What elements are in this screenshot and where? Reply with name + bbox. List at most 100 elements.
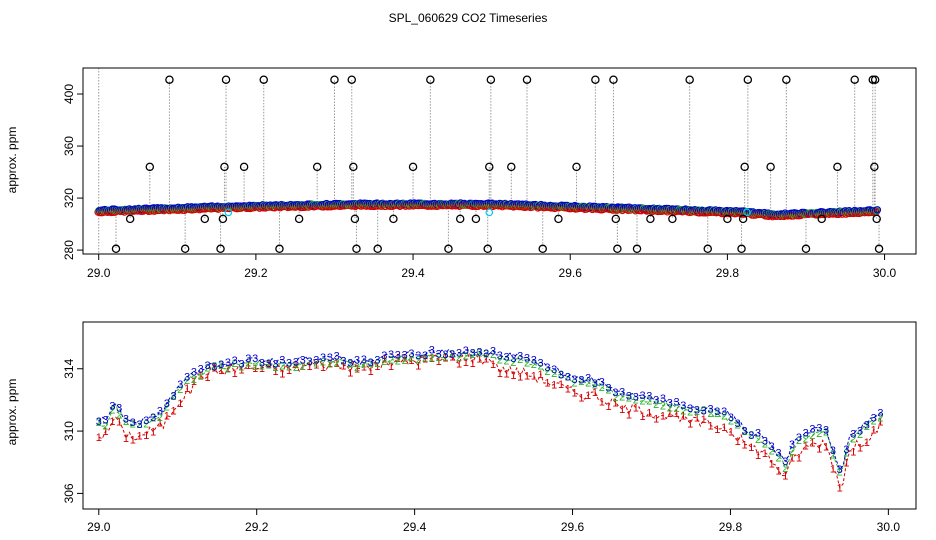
series-2-marker: 2 (741, 426, 747, 438)
series-3-marker: 3 (347, 357, 353, 369)
series-1-marker: 1 (551, 379, 557, 391)
series-1-marker: 1 (490, 359, 496, 371)
series-3-point (488, 199, 496, 208)
series-3-marker: 3 (871, 413, 877, 425)
series-3-marker: 3 (388, 349, 394, 361)
series-3-marker: 3 (402, 350, 408, 362)
outlier-point (349, 162, 358, 172)
series-2-marker: 2 (612, 392, 618, 404)
series-3-marker: 3 (735, 418, 741, 430)
outlier-point (703, 244, 713, 254)
series-1-marker: 1 (755, 450, 761, 462)
series-2-marker: 2 (381, 356, 387, 368)
outlier-point (737, 244, 746, 254)
series-1-marker: 1 (497, 368, 503, 380)
series-1-marker: 1 (381, 354, 387, 366)
series-1-marker: 1 (531, 371, 537, 383)
series-3-marker: 3 (340, 355, 346, 367)
outlier-point (613, 244, 622, 254)
outlier-point (611, 214, 621, 224)
series-2-marker: 2 (150, 413, 156, 425)
series-3-marker: 3 (422, 350, 428, 362)
series-3-marker: 3 (619, 386, 625, 398)
series-3-marker: 3 (170, 390, 176, 402)
series-1-marker: 1 (456, 358, 462, 370)
gap-point (743, 208, 751, 217)
outlier-point (740, 162, 749, 172)
series-3-marker: 3 (143, 415, 149, 427)
series-2-marker: 2 (633, 394, 639, 406)
top-xtick-label: 29.6 (559, 266, 583, 280)
series-2-marker: 2 (714, 408, 720, 420)
series-1-marker: 1 (143, 430, 149, 442)
series-3-marker: 3 (103, 414, 109, 426)
series-1-marker: 1 (442, 353, 448, 365)
series-1-marker: 1 (164, 411, 170, 423)
series-3-marker: 3 (279, 355, 285, 367)
figure-title: SPL_060629 CO2 Timeseries (389, 11, 548, 25)
series-1-marker: 1 (123, 433, 129, 445)
outlier-point (330, 75, 339, 84)
series-2-marker: 2 (680, 406, 686, 418)
bottom-axes: 29.0 29.2 29.4 29.6 29.8 30.0 306 310 314 (62, 358, 900, 534)
top-panel: approx. ppm 29.0 29.2 29.4 29.6 29.8 30.0 280 3… (5, 67, 917, 280)
outlier-point (782, 75, 791, 84)
top-xtick-label: 29.4 (401, 266, 425, 280)
series-1-marker: 1 (572, 388, 578, 400)
outlier-point (723, 214, 732, 224)
series-3-marker: 3 (592, 378, 598, 390)
series-1-marker: 1 (327, 358, 333, 370)
outlier-point (833, 162, 842, 172)
series-2-marker: 2 (402, 355, 408, 367)
series-3-marker: 3 (164, 398, 170, 410)
gap-point (485, 208, 494, 217)
series-1-marker: 1 (524, 371, 530, 383)
outlier-point (766, 162, 775, 172)
outlier-point (200, 214, 210, 224)
series-2-marker: 2 (218, 360, 224, 372)
series-1-marker: 1 (238, 364, 244, 376)
series-2-marker: 2 (782, 463, 788, 475)
series-2-marker: 2 (272, 362, 278, 374)
series-1-marker: 1 (204, 372, 210, 384)
series-1-marker: 1 (374, 361, 380, 373)
series-2-marker: 2 (707, 408, 713, 420)
outlier-point (408, 162, 418, 172)
series-1-line (98, 352, 881, 489)
outlier-point (373, 244, 382, 254)
outlier-point (646, 214, 655, 224)
bottom-xtick-label: 30.0 (877, 520, 901, 534)
series-1-marker: 1 (585, 390, 591, 402)
series-3-marker: 3 (368, 357, 374, 369)
series-2-marker: 2 (517, 354, 523, 366)
outlier-point (180, 244, 190, 254)
outlier-point (868, 75, 878, 84)
bottom-ytick-label: 306 (62, 483, 76, 503)
series-3-marker: 3 (843, 444, 849, 456)
series-2-marker: 2 (436, 352, 442, 364)
series-3-marker: 3 (123, 414, 129, 426)
series-2-marker: 2 (531, 359, 537, 371)
series-3-marker: 3 (374, 354, 380, 366)
outlier-point (668, 214, 677, 224)
series-2-marker: 2 (143, 418, 149, 430)
outlier-point (554, 214, 563, 224)
series-2-marker: 2 (170, 391, 176, 403)
series-2-marker: 2 (721, 411, 727, 423)
series-2-line (98, 352, 881, 473)
series-2-marker: 2 (775, 452, 781, 464)
series-1-marker: 1 (504, 369, 510, 381)
series-3-marker: 3 (667, 397, 673, 409)
series-2-marker: 2 (497, 354, 503, 366)
series-1-marker: 1 (449, 351, 455, 363)
series-1-marker: 1 (578, 392, 584, 404)
series-1-marker: 1 (558, 379, 564, 391)
top-ytick-label: 320 (62, 188, 76, 208)
series-3-marker: 3 (218, 359, 224, 371)
series-3-marker: 3 (232, 355, 238, 367)
series-1-marker: 1 (286, 365, 292, 377)
series-3-marker: 3 (320, 352, 326, 364)
series-2-marker: 2 (565, 372, 571, 384)
series-3-marker: 3 (789, 439, 795, 451)
series-3-marker: 3 (803, 427, 809, 439)
